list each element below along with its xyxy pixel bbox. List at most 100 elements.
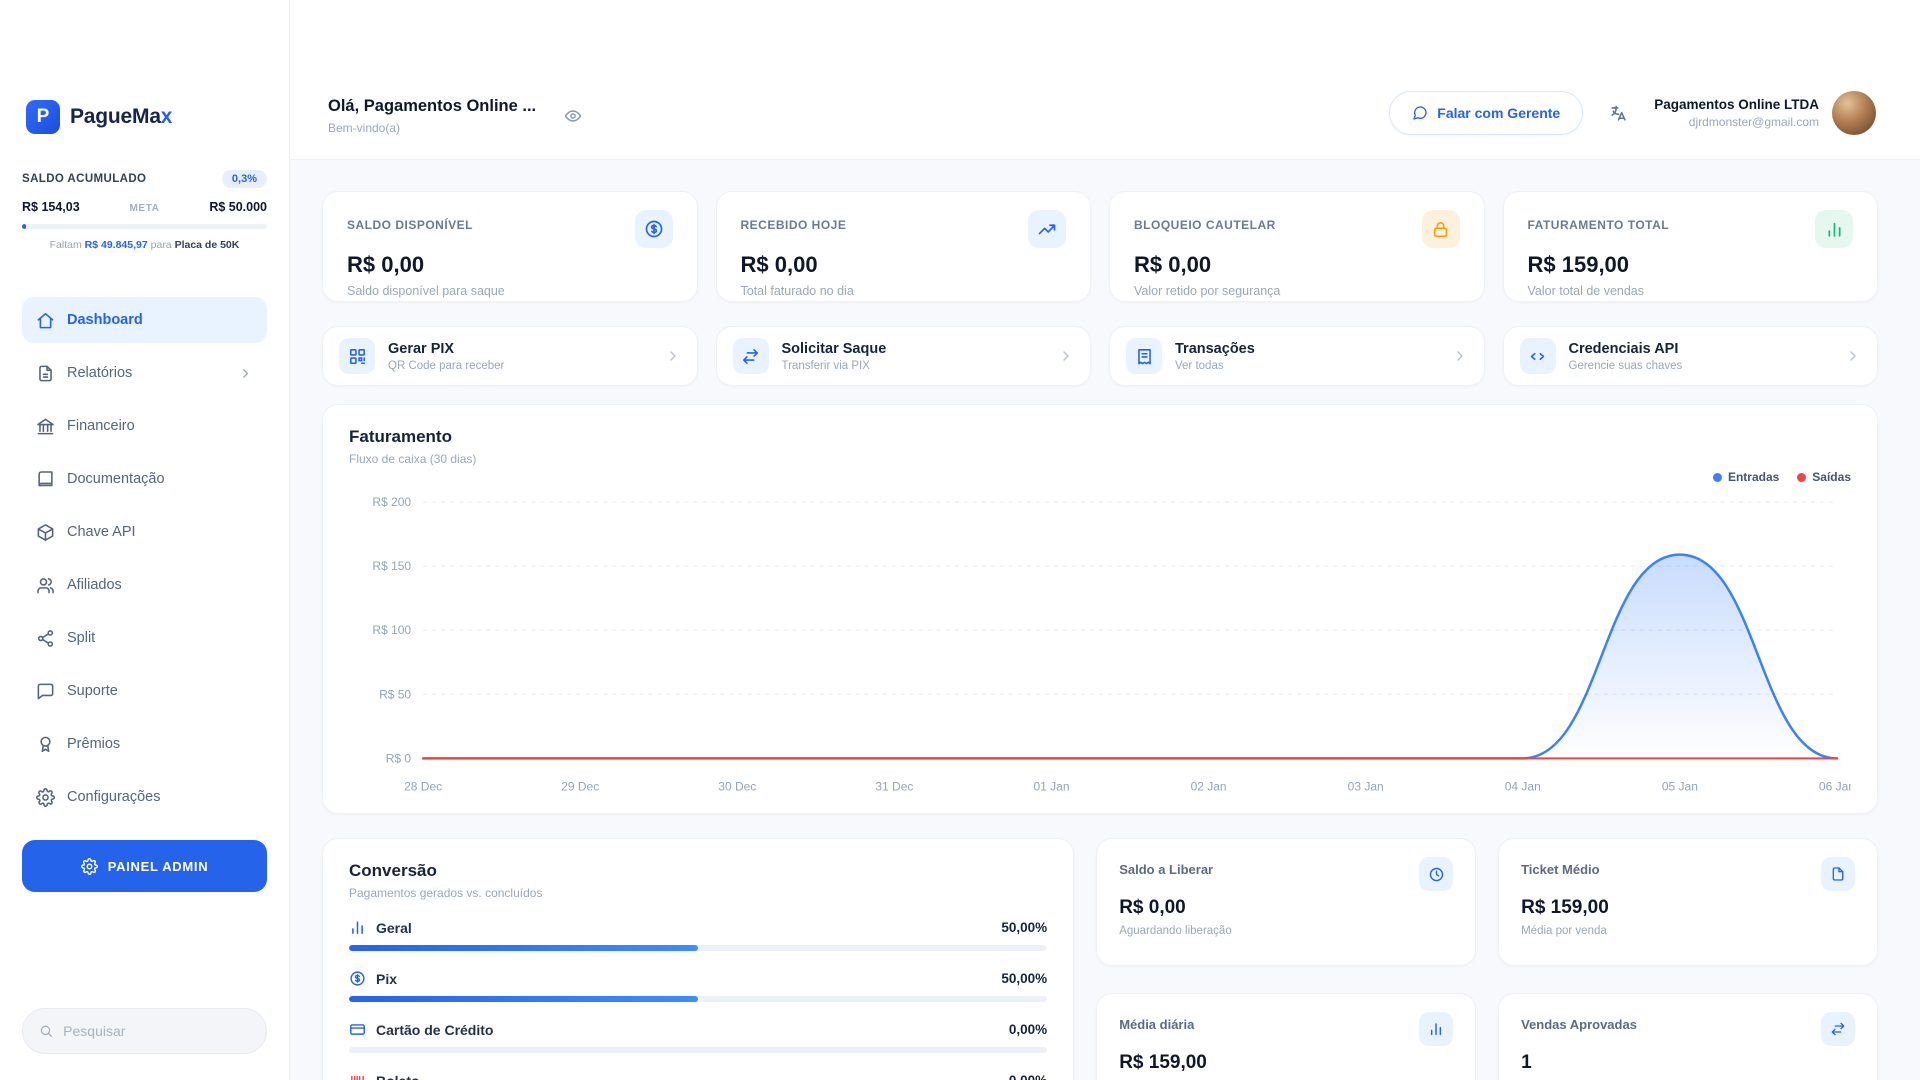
chevron-right-icon: [243, 368, 248, 378]
svg-text:02 Jan: 02 Jan: [1191, 779, 1227, 793]
stat-subtitle: Valor retido por segurança: [1134, 284, 1281, 298]
card-saldo-a-liberar: Saldo a Liberar R$ 0,00 Aguardando liber…: [1096, 838, 1477, 966]
file-icon: [1821, 857, 1855, 891]
stat-card-saldo-disponivel: SALDO DISPONÍVEL R$ 0,00 Saldo disponíve…: [322, 191, 698, 302]
lock-icon: [1421, 210, 1460, 248]
revenue-title: Faturamento: [349, 427, 452, 446]
credit-card-icon: [350, 1024, 365, 1035]
bar-chart-icon: [1419, 1011, 1454, 1046]
conversion-row-boleto: Boleto 0,00%: [349, 1072, 1047, 1080]
goal-progress-bar: [22, 224, 267, 229]
action-transacoes[interactable]: Transações Ver todas: [1109, 326, 1485, 386]
language-switch-button[interactable]: [1607, 102, 1630, 125]
stat-value: R$ 159,00: [1527, 252, 1630, 277]
legend-label: Saídas: [1812, 470, 1851, 484]
report-icon: [39, 365, 52, 381]
svg-text:R$ 100: R$ 100: [372, 623, 411, 637]
chevron-right-icon: [1063, 351, 1069, 361]
brand-logo[interactable]: P PagueMax: [26, 100, 263, 134]
svg-text:05 Jan: 05 Jan: [1662, 779, 1698, 793]
stat-card-faturamento-total: FATURAMENTO TOTAL R$ 159,00 Valor total …: [1502, 191, 1878, 302]
sidebar-item-documentacao[interactable]: Documentação: [22, 456, 267, 502]
meta-label: META: [129, 203, 160, 214]
sidebar-item-split[interactable]: Split: [22, 615, 267, 661]
side-card-title: Ticket Médio: [1521, 862, 1600, 877]
card-vendas-aprovadas: Vendas Aprovadas 1: [1498, 992, 1878, 1080]
svg-text:R$ 150: R$ 150: [372, 559, 411, 573]
account-email: djrdmonster@gmail.com: [1688, 115, 1819, 129]
home-icon: [37, 312, 54, 328]
greeting-subtitle: Bem-vindo(a): [328, 121, 401, 135]
conversion-label: Pix: [376, 970, 398, 987]
chart-legend: Entradas Saídas: [349, 470, 1851, 484]
action-gerar-pix[interactable]: Gerar PIX QR Code para receber: [322, 326, 698, 386]
side-card-title: Saldo a Liberar: [1119, 862, 1214, 877]
progress-percent-badge: 0,3%: [221, 170, 267, 188]
legend-saidas[interactable]: Saídas: [1797, 470, 1851, 484]
conversion-progress-bar: [349, 1047, 1048, 1053]
sidebar-nav: Dashboard Relatórios Financeiro Document…: [22, 297, 267, 820]
svg-text:01 Jan: 01 Jan: [1033, 779, 1069, 793]
swap-icon: [1821, 1011, 1855, 1046]
conversion-progress-fill: [349, 996, 699, 1002]
admin-panel-button[interactable]: PAINEL ADMIN: [22, 840, 267, 892]
side-card-subtitle: Média por venda: [1521, 925, 1607, 937]
stat-subtitle: Valor total de vendas: [1527, 284, 1645, 298]
greeting-block: Olá, Pagamentos Online ... Bem-vindo(a): [328, 97, 536, 135]
side-card-title: Média diária: [1119, 1016, 1195, 1032]
goal-footnote: Faltam R$ 49.845,97 para Placa de 50K: [49, 239, 240, 251]
sidebar-item-label: Relatórios: [67, 365, 133, 381]
barcode-icon: [351, 1075, 364, 1080]
sidebar-item-label: Dashboard: [67, 312, 143, 328]
sidebar-item-chave-api[interactable]: Chave API: [22, 509, 267, 555]
conversion-label: Boleto: [376, 1073, 420, 1080]
stat-value: R$ 0,00: [1134, 252, 1212, 277]
clock-icon: [1419, 857, 1454, 891]
conversion-subtitle: Pagamentos gerados vs. concluídos: [349, 886, 543, 900]
sidebar: P PagueMax SALDO ACUMULADO 0,3% R$ 154,0…: [0, 0, 290, 1080]
greeting-title: Olá, Pagamentos Online ...: [328, 97, 537, 115]
svg-text:30 Dec: 30 Dec: [718, 779, 756, 793]
target-balance: R$ 50.000: [209, 200, 267, 214]
receipt-icon: [1126, 338, 1162, 374]
stat-value: R$ 0,00: [740, 252, 818, 277]
svg-text:R$ 200: R$ 200: [372, 495, 411, 509]
action-title: Gerar PIX: [388, 340, 455, 357]
conversion-value: 0,00%: [1008, 1022, 1048, 1037]
stat-value: R$ 0,00: [347, 252, 425, 277]
action-title: Credenciais API: [1568, 340, 1679, 357]
sidebar-item-premios[interactable]: Prêmios: [22, 721, 267, 767]
action-credenciais-api[interactable]: Credenciais API Gerencie suas chaves: [1502, 326, 1878, 386]
action-subtitle: Ver todas: [1175, 359, 1224, 372]
conversion-progress-bar: [349, 996, 1048, 1002]
users-icon: [37, 577, 54, 593]
legend-dot: [1797, 472, 1807, 482]
sidebar-item-afiliados[interactable]: Afiliados: [22, 562, 267, 608]
conversion-row-cartao: Cartão de Crédito 0,00%: [349, 1021, 1048, 1053]
sidebar-item-financeiro[interactable]: Financeiro: [22, 403, 267, 449]
conversion-title: Conversão: [349, 861, 437, 880]
sidebar-item-label: Configurações: [67, 789, 161, 805]
stat-card-bloqueio-cautelar: BLOQUEIO CAUTELAR R$ 0,00 Valor retido p…: [1109, 191, 1485, 302]
chevron-right-icon: [1850, 351, 1856, 361]
gear-icon: [80, 857, 98, 875]
sidebar-item-relatorios[interactable]: Relatórios: [22, 350, 267, 396]
search-input[interactable]: [63, 1023, 250, 1039]
book-icon: [38, 470, 53, 486]
toggle-balance-visibility-button[interactable]: [562, 105, 584, 127]
action-solicitar-saque[interactable]: Solicitar Saque Transferir via PIX: [715, 326, 1091, 386]
admin-panel-label: PAINEL ADMIN: [107, 858, 209, 874]
sidebar-item-suporte[interactable]: Suporte: [22, 668, 267, 714]
legend-entradas[interactable]: Entradas: [1712, 470, 1779, 484]
sidebar-item-dashboard[interactable]: Dashboard: [22, 297, 267, 343]
legend-dot: [1712, 472, 1722, 482]
logo-icon: P: [26, 100, 60, 134]
conversion-label: Cartão de Crédito: [376, 1021, 494, 1038]
stat-card-recebido-hoje: RECEBIDO HOJE R$ 0,00 Total faturado no …: [715, 191, 1091, 302]
avatar[interactable]: [1832, 91, 1876, 135]
sidebar-item-configuracoes[interactable]: Configurações: [22, 774, 267, 820]
talk-to-manager-button[interactable]: Falar com Gerente: [1389, 91, 1584, 135]
chat-icon: [1413, 106, 1427, 120]
account-menu[interactable]: Pagamentos Online LTDA djrdmonster@gmail…: [1654, 91, 1876, 135]
revenue-card: Faturamento Fluxo de caixa (30 dias) Ent…: [322, 404, 1878, 814]
